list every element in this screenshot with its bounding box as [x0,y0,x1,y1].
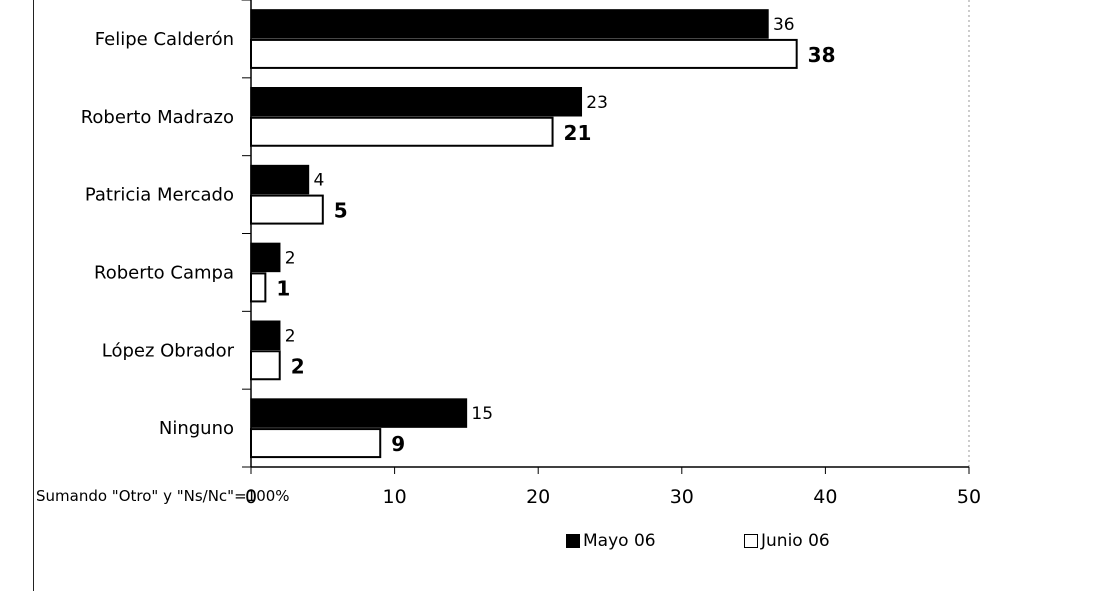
data-label-mayo: 15 [471,404,493,424]
data-label-mayo: 4 [313,171,324,191]
data-label-junio: 1 [276,276,290,300]
legend-item-junio: Junio 06 [744,531,830,551]
x-tick-label: 30 [670,486,694,508]
frame-left-border [33,0,34,591]
legend-swatch-junio [744,534,758,548]
data-label-junio: 21 [564,121,592,145]
legend-swatch-mayo [566,534,580,548]
category-label: Patricia Mercado [85,185,234,206]
data-label-junio: 38 [808,43,836,67]
x-tick-label: 0 [245,486,257,508]
legend-label-junio: Junio 06 [761,531,830,551]
data-label-junio: 2 [291,354,305,378]
data-label-mayo: 2 [285,248,296,268]
category-label: López Obrador [102,340,235,361]
data-label-mayo: 36 [773,15,795,35]
bar-mayo [250,87,583,117]
bar-mayo [250,9,769,39]
data-label-junio: 9 [391,432,405,456]
legend-item-mayo: Mayo 06 [566,531,656,551]
bar-junio [250,194,324,225]
bar-junio [250,272,267,303]
bar-junio [250,116,554,147]
bar-junio [250,38,798,69]
data-label-junio: 5 [334,199,348,223]
x-tick-label: 40 [813,486,837,508]
bar-junio [250,428,382,459]
category-label: Roberto Campa [94,262,234,283]
bar-mayo [250,398,468,428]
chart-note: Sumando "Otro" y "Ns/Nc"=100% [36,487,290,505]
x-tick-label: 50 [957,486,981,508]
bar-junio [250,350,281,381]
x-tick-label: 20 [526,486,550,508]
category-label: Roberto Madrazo [81,107,234,128]
bar-mayo [250,320,281,350]
category-label: Ninguno [159,418,234,439]
bar-mayo [250,164,310,195]
bar-mayo [250,242,281,273]
x-tick-label: 10 [383,486,407,508]
legend-label-mayo: Mayo 06 [583,531,656,551]
data-label-mayo: 2 [285,326,296,346]
category-label: Felipe Calderón [95,29,234,50]
data-label-mayo: 23 [586,93,608,113]
